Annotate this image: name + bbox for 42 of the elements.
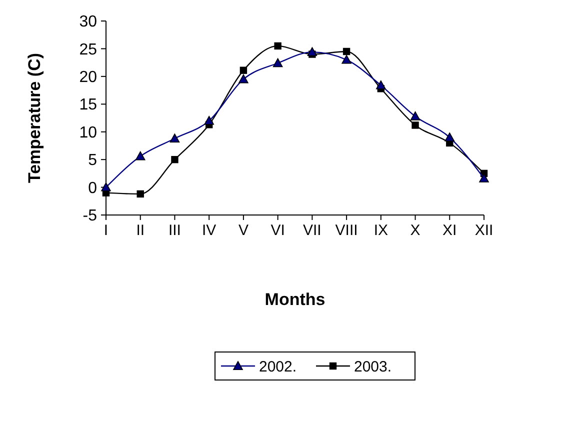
legend-label: 2003. (354, 358, 392, 376)
point (307, 47, 318, 56)
point (204, 116, 214, 125)
point (170, 134, 180, 143)
x-tick-label: III (168, 222, 181, 239)
y-tick-label: 20 (79, 69, 98, 86)
point (444, 132, 455, 142)
point (135, 151, 146, 160)
point (136, 190, 144, 198)
x-tick-label: X (410, 222, 420, 239)
x-tick-label: II (136, 222, 145, 239)
point (342, 48, 350, 56)
x-tick-label: IX (374, 222, 388, 239)
x-tick-label: XI (442, 222, 457, 239)
point (238, 74, 248, 84)
x-tick-label: VIII (335, 222, 358, 239)
x-tick-label: VII (303, 222, 322, 239)
point (342, 54, 352, 64)
x-tick-label: VI (270, 222, 285, 239)
point (410, 111, 420, 120)
point (412, 122, 419, 129)
y-tick-label: 30 (79, 14, 98, 31)
y-tick-label: 5 (88, 152, 98, 170)
x-tick-label: IV (202, 222, 216, 239)
point (376, 80, 386, 90)
point (272, 58, 283, 68)
x-tick-label: XII (474, 222, 494, 239)
point (479, 174, 489, 182)
point (240, 66, 248, 74)
legend-label: 2002. (259, 358, 297, 376)
x-tick-label: V (238, 222, 248, 239)
point (274, 42, 282, 50)
y-tick-label: 0 (88, 180, 98, 197)
y-tick-label: 15 (79, 96, 98, 114)
y-axis-title: Temperature (C) (25, 52, 44, 184)
y-tick-label: 10 (79, 124, 98, 142)
y-tick-label: 25 (79, 41, 98, 58)
x-axis-title: Months (264, 290, 326, 309)
x-tick-label: I (104, 222, 108, 239)
point (171, 156, 178, 164)
y-tick-label: -5 (82, 208, 98, 225)
point (101, 182, 111, 192)
